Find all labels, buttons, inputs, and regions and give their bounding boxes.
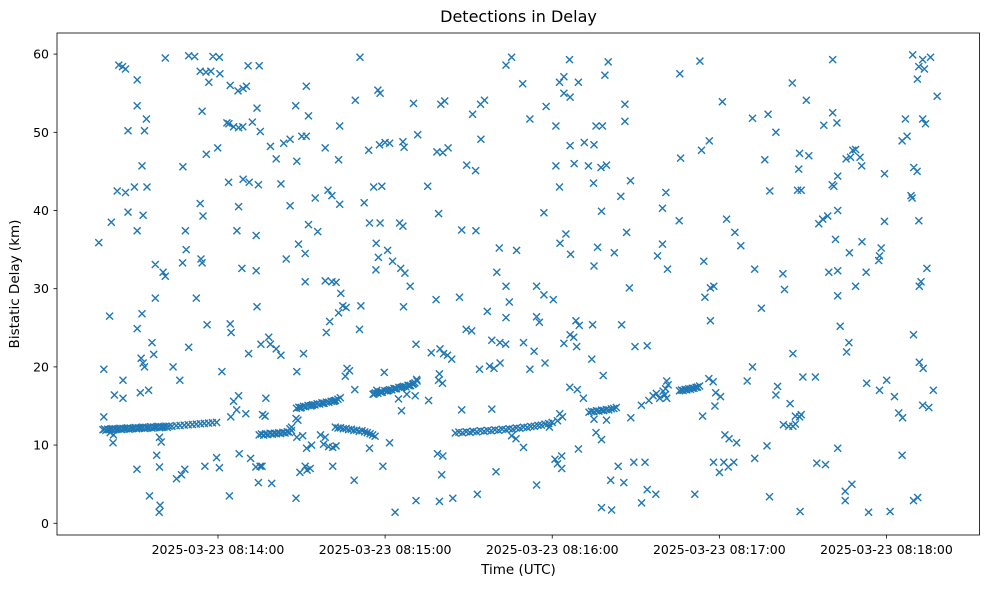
x-tick-label: 2025-03-23 08:18:00 [820, 542, 953, 557]
y-tick-label: 10 [33, 438, 49, 453]
axes-spines [56, 32, 980, 536]
y-axis-label: Bistatic Delay (km) [7, 219, 23, 349]
y-tick-label: 50 [33, 125, 49, 140]
y-tick-label: 40 [33, 203, 49, 218]
x-tick-label: 2025-03-23 08:15:00 [319, 542, 452, 557]
y-tick-label: 30 [33, 281, 49, 296]
x-axis-label: Time (UTC) [481, 562, 556, 578]
chart-title: Detections in Delay [440, 7, 597, 26]
y-tick-label: 60 [33, 47, 49, 62]
y-tick-label: 20 [33, 359, 49, 374]
scatter-marker-path [94, 50, 942, 517]
scatter-points [94, 50, 942, 517]
x-tick-label: 2025-03-23 08:14:00 [152, 542, 285, 557]
y-tick-label: 0 [41, 516, 49, 531]
x-tick-label: 2025-03-23 08:17:00 [653, 542, 786, 557]
x-tick-label: 2025-03-23 08:16:00 [486, 542, 619, 557]
